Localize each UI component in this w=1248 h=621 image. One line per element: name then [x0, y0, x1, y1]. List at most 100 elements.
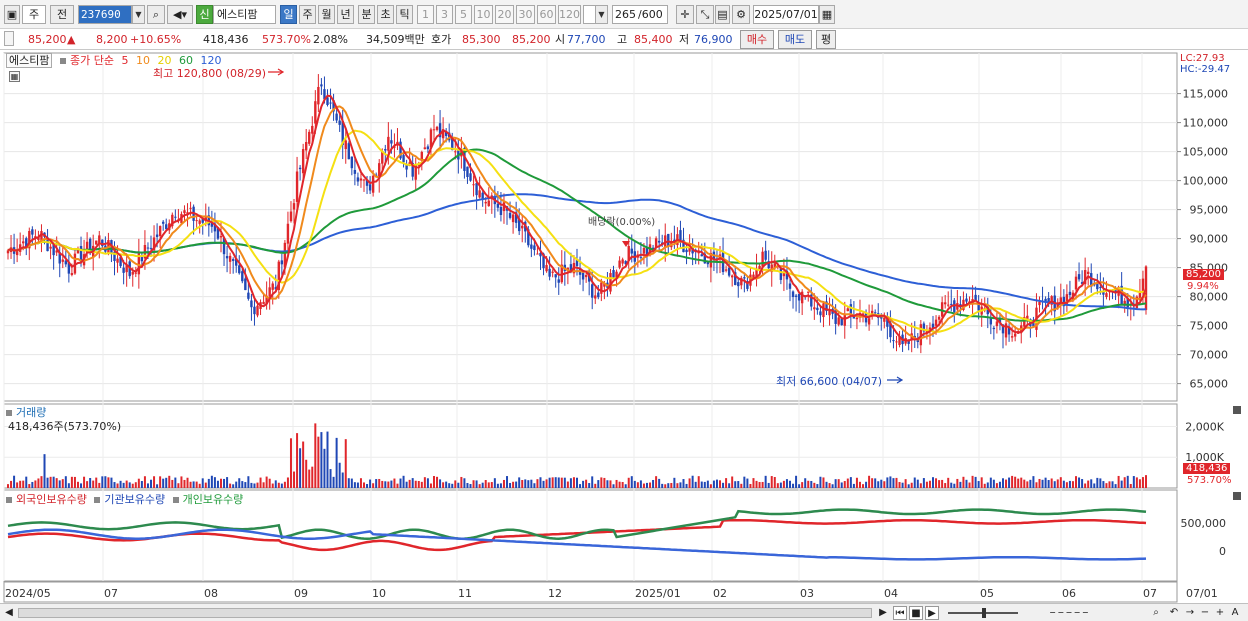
volume-bar — [642, 483, 645, 488]
date-input[interactable]: 2025/07/01 — [753, 5, 819, 24]
period-second-button[interactable]: 초 — [377, 5, 394, 24]
candle-body — [940, 302, 944, 317]
scroll-bar[interactable]: ◀ ▶ ⏮ ■ ▶ ⎯ ⎯ ⎯ ⎯ ⎯ ⌕ ↶ → − + A — [0, 603, 1248, 621]
period-week-button[interactable]: 주 — [299, 5, 316, 24]
volume-bar — [947, 477, 950, 488]
draw-tool-icon[interactable]: ⤡ — [696, 5, 714, 24]
search-icon[interactable]: ⌕ — [147, 5, 165, 24]
candle-body — [1023, 317, 1026, 327]
volume-bar — [432, 476, 435, 488]
volume-bar — [591, 476, 594, 488]
candle-body — [438, 123, 442, 138]
interval-20-button[interactable]: 20 — [495, 5, 514, 24]
volume-bar — [226, 477, 229, 488]
candle-body — [101, 239, 104, 247]
period-day-button[interactable]: 일 — [280, 5, 297, 24]
gear-icon[interactable]: ⚙ — [732, 5, 750, 24]
speed-slider-thumb[interactable] — [982, 608, 986, 618]
period-year-button[interactable]: 년 — [337, 5, 354, 24]
grid-toggle-icon[interactable]: ▦ — [9, 71, 20, 82]
scroll-left-icon[interactable]: ◀ — [5, 607, 13, 618]
interval-60-button[interactable]: 60 — [537, 5, 556, 24]
dividend-marker-icon — [622, 241, 630, 247]
volume-pane-close-icon[interactable] — [1233, 406, 1241, 414]
volume-bar — [1108, 481, 1111, 488]
zoom-out-icon[interactable]: − — [1200, 607, 1210, 618]
volume-bar — [767, 482, 770, 488]
eval-button[interactable]: 평 — [816, 30, 836, 49]
zoom-presets[interactable]: ⎯ ⎯ ⎯ ⎯ ⎯ — [1050, 607, 1088, 618]
volume-bar — [545, 479, 548, 488]
candle-body — [265, 295, 268, 305]
interval-3-button[interactable]: 3 — [436, 5, 453, 24]
play-icon[interactable]: ▶ — [925, 606, 939, 620]
save-icon[interactable]: ▤ — [715, 5, 730, 24]
stock-code-input[interactable]: 237690 — [78, 5, 132, 24]
price-tick-label: 90,000 — [1190, 233, 1229, 246]
candle-body — [365, 179, 369, 186]
count-input[interactable]: 265 — [612, 5, 639, 24]
interval-5-button[interactable]: 5 — [455, 5, 472, 24]
candle-body — [928, 327, 932, 330]
stock-name-field[interactable]: 에스티팜 — [213, 5, 276, 24]
text-size-icon[interactable]: A — [1231, 607, 1239, 618]
candle-body — [688, 247, 691, 252]
price-chart-svg[interactable]: 115,000 110,000 105,000 100,000 95,000 90,000… — [0, 51, 1248, 603]
volume-bar — [913, 477, 916, 488]
volume-bar — [837, 479, 840, 488]
holdings-pane-close-icon[interactable] — [1233, 492, 1241, 500]
volume-bar — [219, 478, 222, 488]
volume-bar — [579, 484, 582, 488]
interval-30-button[interactable]: 30 — [516, 5, 535, 24]
crosshair-icon[interactable]: ✛ — [676, 5, 694, 24]
candle-body — [368, 184, 372, 191]
scroll-track[interactable] — [18, 608, 872, 618]
price-tick-label: 95,000 — [1190, 204, 1229, 217]
period-tick-button[interactable]: 틱 — [396, 5, 413, 24]
rewind-icon[interactable]: ⏮ — [893, 606, 907, 620]
calendar-icon[interactable]: ▦ — [819, 5, 835, 24]
candle-body — [581, 272, 585, 280]
volume-bar — [442, 482, 445, 488]
period-minute-button[interactable]: 분 — [358, 5, 375, 24]
interval-120-button[interactable]: 120 — [558, 5, 581, 24]
candle-body — [746, 281, 749, 289]
code-dropdown-icon[interactable]: ▼ — [132, 5, 145, 24]
buy-button[interactable]: 매수 — [740, 30, 774, 49]
interval-custom-input[interactable] — [583, 5, 595, 24]
zoom-icon[interactable]: ⌕ — [1153, 607, 1159, 618]
candle-body — [466, 166, 469, 178]
candle-body — [1135, 296, 1139, 309]
volume-tick-label: 1,000K — [1185, 451, 1224, 464]
prev-button[interactable]: 전 — [50, 5, 74, 24]
window-menu-icon[interactable]: ▣ — [4, 5, 20, 24]
volume-bar — [1084, 483, 1087, 488]
move-icon[interactable]: → — [1185, 607, 1195, 618]
interval-1-button[interactable]: 1 — [417, 5, 434, 24]
reset-zoom-icon[interactable]: ↶ — [1169, 607, 1179, 618]
volume-bar — [439, 479, 442, 488]
volume-pane — [3, 403, 1178, 489]
sell-button[interactable]: 매도 — [778, 30, 812, 49]
candle-body — [648, 244, 652, 256]
candle-body — [734, 272, 737, 285]
stop-icon[interactable]: ■ — [909, 606, 923, 620]
volume-bar — [1138, 479, 1141, 488]
volume-bar — [463, 478, 466, 488]
sound-icon[interactable]: ◀▾ — [167, 5, 193, 24]
zoom-in-icon[interactable]: + — [1215, 607, 1225, 618]
volume-bar — [645, 482, 648, 488]
volume-bar — [457, 482, 460, 488]
interval-10-button[interactable]: 10 — [474, 5, 493, 24]
scroll-right-icon[interactable]: ▶ — [879, 607, 887, 618]
candle-body — [34, 236, 37, 239]
market-select[interactable]: 주 — [22, 5, 46, 24]
stock-legend-label[interactable]: 에스티팜 — [6, 53, 53, 68]
volume-bar — [548, 477, 551, 488]
volume-bar — [174, 477, 177, 488]
chart-area[interactable]: 115,000 110,000 105,000 100,000 95,000 90,000… — [0, 51, 1248, 603]
quote-menu-icon[interactable] — [4, 31, 14, 46]
volume-bar — [889, 476, 892, 488]
interval-dropdown-icon[interactable]: ▼ — [595, 5, 608, 24]
period-month-button[interactable]: 월 — [318, 5, 335, 24]
